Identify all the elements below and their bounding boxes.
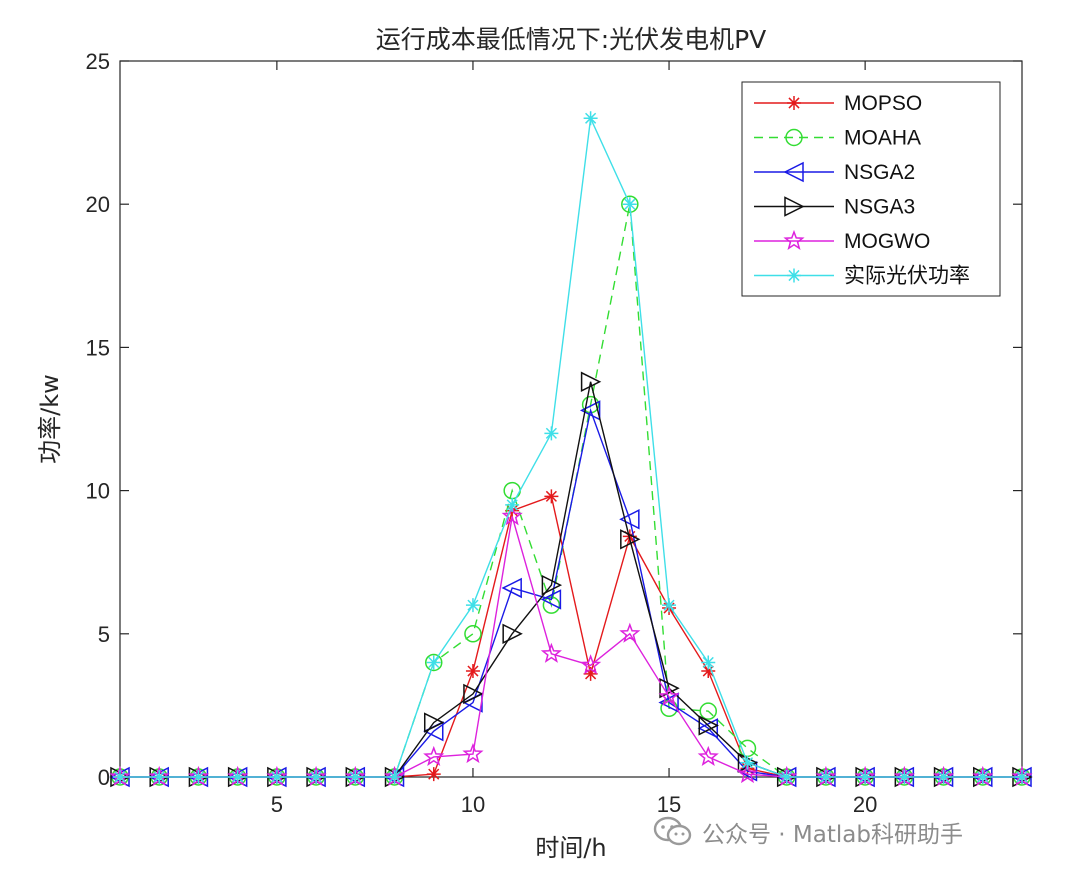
data-point <box>620 529 641 550</box>
data-point <box>698 715 719 736</box>
chart-title: 运行成本最低情况下:光伏发电机PV <box>376 25 767 54</box>
data-point <box>505 497 520 512</box>
legend-marker <box>784 196 805 217</box>
data-point <box>465 598 480 613</box>
data-point <box>269 770 284 784</box>
data-point <box>426 767 441 782</box>
data-point <box>463 683 484 705</box>
data-point <box>740 755 755 770</box>
legend-label: 实际光伏功率 <box>844 265 970 288</box>
y-tick-label: 20 <box>86 192 110 217</box>
data-point <box>659 678 680 699</box>
y-tick-label: 25 <box>86 49 110 74</box>
data-point <box>583 666 598 681</box>
y-tick-label: 5 <box>98 622 110 647</box>
data-point <box>230 770 245 784</box>
data-point <box>936 770 951 784</box>
data-point <box>621 195 639 213</box>
data-point <box>541 574 563 596</box>
legend-marker <box>785 128 803 147</box>
data-point <box>579 400 601 421</box>
data-point <box>502 623 523 645</box>
data-point <box>580 654 602 675</box>
legend-label: MOGWO <box>844 230 930 253</box>
data-point <box>736 763 759 784</box>
legend-marker <box>787 96 801 110</box>
legend-box <box>741 81 1001 297</box>
wechat-icon <box>653 816 692 846</box>
legend-label: MOAHA <box>844 127 921 150</box>
y-tick-label: 10 <box>86 479 110 504</box>
legend-entry: NSGA2 <box>754 161 915 184</box>
data-point <box>540 589 562 610</box>
data-point <box>779 770 794 784</box>
data-point <box>544 489 559 504</box>
x-tick-label: 15 <box>657 792 681 817</box>
data-point <box>462 742 484 764</box>
data-point <box>1015 770 1029 784</box>
legend-label: MOPSO <box>844 92 922 115</box>
legend-marker <box>783 161 804 183</box>
data-point <box>424 653 443 672</box>
data-point <box>897 770 912 784</box>
data-point <box>658 685 680 706</box>
data-point <box>580 371 602 392</box>
data-point <box>501 505 523 526</box>
watermark-text: 公众号 · Matlab科研助手 <box>702 822 963 848</box>
y-tick-label: 0 <box>98 765 110 790</box>
data-point <box>858 770 873 784</box>
data-point <box>619 509 640 530</box>
legend-entry: MOAHA <box>754 127 921 150</box>
axis-ticks: 5 10 15 20 0 5 10 15 20 25 <box>86 49 1022 817</box>
x-axis-label: 时间/h <box>535 834 606 862</box>
legend-entry: MOGWO <box>754 229 930 253</box>
legend-marker <box>787 268 801 283</box>
y-axis-label: 功率/kw <box>36 374 64 464</box>
data-point <box>152 770 167 784</box>
data-point <box>465 664 480 679</box>
data-point <box>423 712 445 733</box>
x-tick-label: 20 <box>853 792 877 817</box>
legend-entry: 实际光伏功率 <box>754 265 970 288</box>
data-point <box>697 745 719 766</box>
data-point <box>464 625 482 643</box>
legend: MOPSO MOAHA NSGA2 NSGA3 MOGWO 实际光伏功率 <box>741 81 1001 297</box>
x-tick-label: 10 <box>461 792 485 817</box>
data-point <box>348 770 363 784</box>
x-tick-label: 5 <box>271 792 283 817</box>
data-point <box>697 718 719 739</box>
data-point <box>701 664 716 679</box>
data-point <box>540 642 562 663</box>
data-point <box>423 745 445 766</box>
data-point <box>113 770 127 784</box>
data-point <box>191 770 206 784</box>
legend-entry: NSGA3 <box>754 196 915 219</box>
data-point <box>501 577 522 599</box>
data-point <box>426 655 441 670</box>
data-point <box>619 622 641 643</box>
data-point <box>975 770 990 784</box>
legend-marker <box>783 229 805 251</box>
legend-label: NSGA3 <box>844 196 915 219</box>
y-tick-label: 15 <box>86 335 110 360</box>
data-point <box>622 197 637 212</box>
series-layer <box>109 111 1033 788</box>
series-6 <box>113 111 1029 784</box>
data-point <box>699 702 718 720</box>
legend-entry: MOPSO <box>754 92 922 115</box>
legend-label: NSGA2 <box>844 161 915 184</box>
watermark: 公众号 · Matlab科研助手 <box>652 812 963 852</box>
data-point <box>701 655 716 670</box>
data-point <box>387 770 402 784</box>
data-point <box>583 111 598 126</box>
data-point <box>309 770 324 784</box>
data-point <box>544 426 559 441</box>
data-point <box>662 598 677 613</box>
data-point <box>818 770 833 784</box>
